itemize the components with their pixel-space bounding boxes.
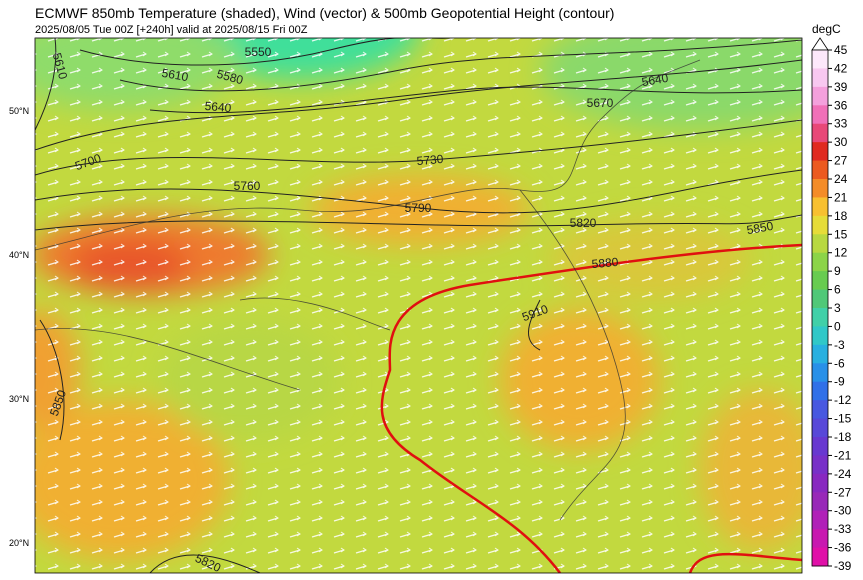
colorbar-segment: [812, 326, 828, 346]
colorbar-tick-label: 9: [834, 264, 841, 278]
colorbar-tick-label: 12: [834, 246, 848, 260]
colorbar-segment: [812, 289, 828, 309]
contour-label: 5610: [50, 51, 71, 81]
colorbar-segment: [812, 418, 828, 438]
colorbar-tick-label: -39: [834, 559, 852, 573]
contour-label: 5820: [570, 216, 597, 230]
colorbar-segment: [812, 492, 828, 512]
contour-label: 5640: [204, 99, 232, 115]
colorbar-tick-label: 3: [834, 301, 841, 315]
colorbar-tick-label: -18: [834, 430, 852, 444]
colorbar-segment: [812, 271, 828, 291]
colorbar-segment: [812, 510, 828, 530]
colorbar-tick-label: 6: [834, 283, 841, 297]
colorbar-segment: [812, 179, 828, 198]
colorbar-segment: [812, 215, 828, 235]
contour-label: 5880: [591, 255, 619, 271]
colorbar-segment: [812, 363, 828, 383]
colorbar-segment: [812, 105, 828, 125]
colorbar-tick-label: 21: [834, 190, 848, 204]
latitude-label: 40°N: [9, 250, 29, 260]
colorbar-tick-label: 36: [834, 98, 848, 112]
contour-label: 5610: [161, 66, 190, 84]
latitude-labels: 50°N 40°N 30°N 20°N: [9, 106, 29, 548]
contour-label: 5550: [245, 45, 272, 59]
colorbar-segment: [812, 234, 828, 254]
latitude-label: 50°N: [9, 106, 29, 116]
colorbar-segment: [812, 547, 828, 567]
colorbar-tick-label: -33: [834, 522, 852, 536]
latitude-label: 20°N: [9, 538, 29, 548]
colorbar-tick-label: 42: [834, 61, 848, 75]
map-frame: [34, 37, 803, 574]
colorbar-tick-label: -21: [834, 448, 852, 462]
colorbar-segment: [812, 308, 828, 327]
colorbar-segment: [812, 529, 828, 549]
colorbar-segment: [812, 123, 828, 143]
subtitle: 2025/08/05 Tue 00Z [+240h] valid at 2025…: [35, 24, 308, 36]
colorbar-tick-label: 45: [834, 43, 848, 57]
colorbar-tick-label: 39: [834, 80, 848, 94]
colorbar-segment: [812, 455, 828, 475]
colorbar-segment: [812, 68, 828, 88]
colorbar: degC4542393633302724211815129630-3-6-9-1…: [811, 22, 852, 573]
contour-label: 5670: [587, 96, 614, 110]
colorbar-segment: [812, 197, 828, 217]
colorbar-tick-label: 15: [834, 227, 848, 241]
contour-label: 5760: [234, 179, 261, 193]
colorbar-segment: [812, 381, 828, 401]
colorbar-segment: [812, 86, 828, 106]
colorbar-tick-label: -15: [834, 412, 852, 426]
colorbar-tick-label: -30: [834, 504, 852, 518]
colorbar-segment: [812, 473, 828, 493]
contour-label: 5790: [405, 201, 432, 215]
colorbar-segment: [812, 50, 828, 69]
colorbar-tick-label: -3: [834, 338, 845, 352]
colorbar-tick-label: 33: [834, 117, 848, 131]
latitude-label: 30°N: [9, 394, 29, 404]
title: ECMWF 850mb Temperature (shaded), Wind (…: [35, 5, 614, 21]
contour-label: 5640: [641, 71, 670, 89]
colorbar-tick-label: -12: [834, 393, 852, 407]
colorbar-segment: [812, 400, 828, 420]
colorbar-tick-label: 18: [834, 209, 848, 223]
colorbar-unit: degC: [812, 22, 841, 36]
colorbar-tick-label: -36: [834, 541, 852, 555]
colorbar-segment: [812, 160, 828, 180]
colorbar-segment: [812, 142, 828, 162]
contour-label: 5850: [746, 219, 775, 237]
colorbar-tick-label: -6: [834, 356, 845, 370]
colorbar-arrow: [811, 37, 829, 51]
colorbar-segment: [812, 344, 828, 364]
colorbar-segment: [812, 252, 828, 272]
colorbar-segment: [812, 437, 828, 456]
colorbar-tick-label: -24: [834, 467, 852, 481]
contour-label: 5580: [215, 67, 245, 88]
colorbar-tick-label: -9: [834, 375, 845, 389]
colorbar-tick-label: 24: [834, 172, 848, 186]
colorbar-tick-label: 0: [834, 319, 841, 333]
colorbar-tick-label: 30: [834, 135, 848, 149]
colorbar-tick-label: -27: [834, 485, 852, 499]
contour-label: 5730: [416, 152, 444, 168]
colorbar-tick-label: 27: [834, 154, 848, 168]
